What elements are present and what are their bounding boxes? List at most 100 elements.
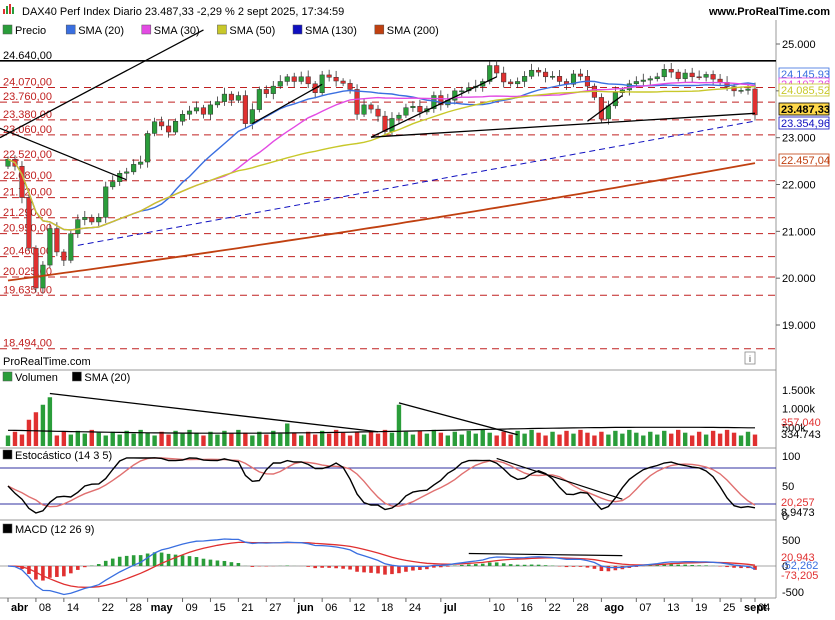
candle xyxy=(249,109,255,124)
macd-histogram-bar xyxy=(180,555,185,566)
candle xyxy=(333,77,339,82)
candle xyxy=(389,118,395,132)
volume-bar xyxy=(655,434,660,446)
candle xyxy=(577,73,584,77)
level-label: 19.635,00 xyxy=(3,284,52,296)
level-label: 22.080,00 xyxy=(3,170,52,182)
level-label: 20.460,00 xyxy=(3,246,52,258)
level-label: 23.760,00 xyxy=(3,91,52,103)
site-label[interactable]: www.ProRealTime.com xyxy=(708,6,830,18)
legend-label: SMA (130) xyxy=(305,25,357,37)
volume-bar xyxy=(54,435,60,446)
value-label: 23.354,96 xyxy=(781,118,830,130)
axis-tick-label: 22.000 xyxy=(782,180,816,192)
candle xyxy=(326,74,332,78)
legend-label: SMA (20) xyxy=(78,25,124,37)
candle xyxy=(89,217,95,223)
volume-bar xyxy=(354,431,360,446)
x-axis: abr 08 14 22 28 may 09 15 21 27 jun 06 12 18 24 jul 10 16… xyxy=(7,598,770,614)
candle xyxy=(633,81,639,85)
info-icon[interactable]: i xyxy=(744,351,756,365)
legend-swatch xyxy=(141,24,152,35)
volume-bar xyxy=(606,434,611,446)
macd-histogram-bar xyxy=(355,566,359,572)
volume-bar xyxy=(529,429,534,446)
macd-histogram-bar xyxy=(418,566,422,570)
macd-histogram-bar xyxy=(82,566,87,568)
axis-tick-label: 50 xyxy=(782,481,794,493)
candle xyxy=(570,73,577,85)
macd-histogram-bar xyxy=(313,566,317,569)
value-label: 20,257 xyxy=(781,497,815,509)
macd-histogram-bar xyxy=(194,557,199,566)
candle xyxy=(173,121,179,133)
candle xyxy=(661,69,667,78)
volume-bar xyxy=(627,429,632,446)
candle xyxy=(207,104,214,115)
macd-histogram-bar xyxy=(690,564,694,566)
candle xyxy=(549,76,556,78)
macd-histogram-bar xyxy=(222,560,227,566)
candle xyxy=(417,106,423,113)
macd-histogram-bar xyxy=(327,566,331,568)
candle xyxy=(33,247,39,289)
candle xyxy=(368,104,374,110)
macd-histogram-bar xyxy=(117,556,122,566)
candle xyxy=(543,71,549,78)
macd-histogram-bar xyxy=(48,566,52,578)
volume-bar xyxy=(305,431,311,446)
candle xyxy=(689,72,695,78)
volume-bar xyxy=(382,429,388,446)
trend-line xyxy=(0,29,204,139)
level-label: 24.640,00 xyxy=(3,50,52,62)
value-label: 23.487,33 xyxy=(781,104,830,116)
volume-bar xyxy=(131,433,136,446)
macd-histogram-bar xyxy=(96,564,101,566)
volume-bar xyxy=(159,431,164,446)
legend-swatch xyxy=(217,24,227,35)
candle xyxy=(515,81,521,85)
volume-bar xyxy=(662,430,667,446)
candle xyxy=(382,115,388,132)
candle xyxy=(654,76,660,79)
macd-histogram-bar xyxy=(571,566,576,567)
x-tick-label: 22 xyxy=(549,602,561,614)
x-tick-label: 13 xyxy=(667,602,679,614)
macd-histogram-bar xyxy=(110,558,115,566)
candle xyxy=(277,81,283,87)
candle xyxy=(640,79,646,82)
volume-bar xyxy=(12,431,18,446)
volume-bar xyxy=(473,433,478,446)
volume-bar xyxy=(480,429,485,446)
volume-bar xyxy=(459,434,464,446)
volume-bar xyxy=(194,432,199,446)
macd-histogram-bar xyxy=(250,566,255,567)
x-tick-label: ago xyxy=(604,602,624,614)
candle xyxy=(305,76,311,85)
volume-bar xyxy=(389,432,395,446)
legend-label: SMA (30) xyxy=(154,25,200,37)
candle xyxy=(166,125,172,133)
macd-histogram-bar xyxy=(662,564,667,566)
volume-bar xyxy=(717,433,723,446)
volume-bar xyxy=(641,435,646,446)
macd-histogram-bar xyxy=(725,566,729,568)
watermark: ProRealTime.com xyxy=(3,356,91,368)
macd-histogram-bar xyxy=(383,566,387,575)
candle xyxy=(138,161,144,165)
volume-bar xyxy=(438,432,444,446)
value-badge xyxy=(778,153,830,167)
volume-bar xyxy=(689,435,695,446)
macd-histogram-bar xyxy=(606,566,611,572)
candle xyxy=(675,71,681,79)
candle xyxy=(668,69,674,73)
macd-histogram-bar xyxy=(585,566,590,568)
candle xyxy=(96,217,102,223)
volume-bar xyxy=(243,432,248,446)
legend-swatch xyxy=(2,523,13,534)
candle xyxy=(200,107,207,115)
candle xyxy=(61,251,67,261)
trend-line xyxy=(0,127,127,181)
stoch-k-line xyxy=(7,457,756,514)
volume-bar xyxy=(236,429,241,446)
